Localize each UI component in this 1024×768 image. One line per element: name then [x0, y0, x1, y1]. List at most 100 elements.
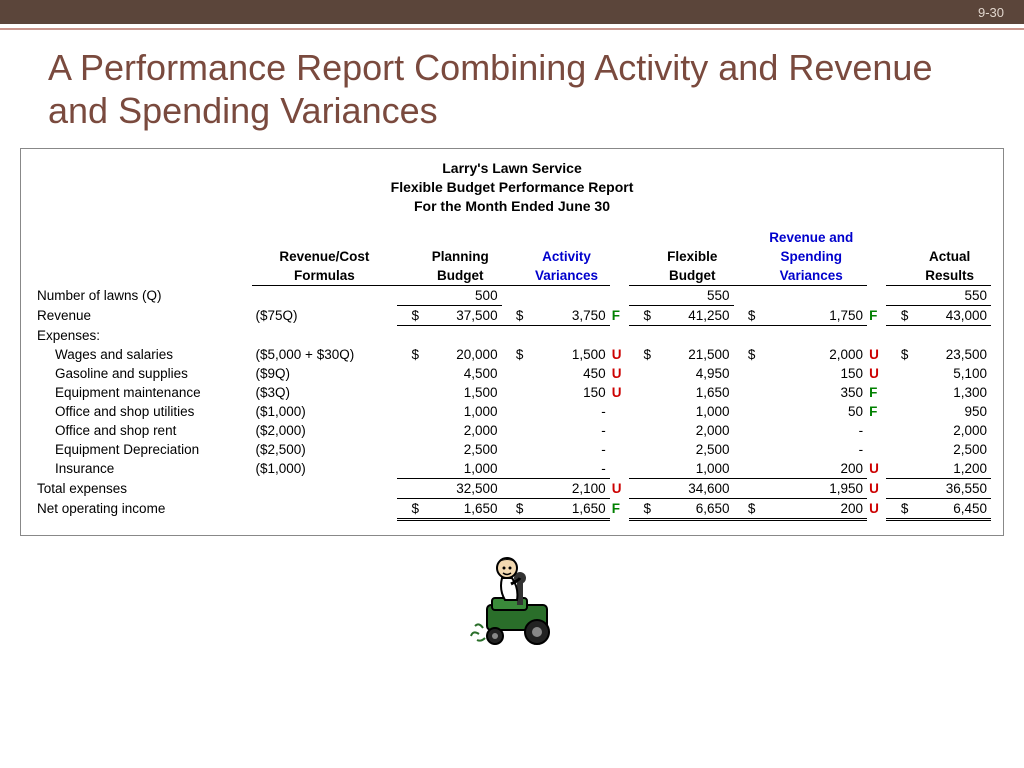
- row-net-operating-income: Net operating income $1,650 $1,650F $6,6…: [33, 498, 991, 519]
- cell: 200: [755, 498, 867, 519]
- cell: 41,250: [651, 306, 734, 326]
- cell: -: [523, 421, 609, 440]
- cell: U: [867, 498, 886, 519]
- cell: 4,500: [419, 364, 502, 383]
- cell: 2,000: [755, 345, 867, 364]
- cell: 5,100: [908, 364, 991, 383]
- cell: $: [886, 306, 908, 326]
- cell-label: Number of lawns (Q): [33, 286, 252, 306]
- cell: $: [734, 306, 756, 326]
- cell: ($75Q): [252, 306, 398, 326]
- cell: U: [867, 478, 886, 498]
- row-maint: Equipment maintenance ($3Q) 1,500 150U 1…: [33, 383, 991, 402]
- cell: -: [755, 440, 867, 459]
- performance-table: Revenue and Revenue/Cost Planning Activi…: [33, 228, 991, 521]
- cell: -: [523, 440, 609, 459]
- cell: 1,500: [523, 345, 609, 364]
- cell: 1,000: [419, 459, 502, 479]
- cell: F: [867, 383, 886, 402]
- cell-label: Office and shop rent: [33, 421, 252, 440]
- cell: 1,300: [908, 383, 991, 402]
- cell: ($5,000 + $30Q): [252, 345, 398, 364]
- cell: U: [867, 459, 886, 479]
- hdr-formula-1: Revenue/Cost: [252, 247, 398, 266]
- hdr-actual-1: Actual: [908, 247, 991, 266]
- cell: $: [734, 498, 756, 519]
- cell: $: [397, 498, 419, 519]
- cell: 1,650: [419, 498, 502, 519]
- row-lawns: Number of lawns (Q) 500 550 550: [33, 286, 991, 306]
- cell: 150: [523, 383, 609, 402]
- cell: 43,000: [908, 306, 991, 326]
- hdr-planning-1: Planning: [419, 247, 502, 266]
- cell: 2,000: [419, 421, 502, 440]
- cell: 50: [755, 402, 867, 421]
- report-title-1: Larry's Lawn Service: [33, 159, 991, 178]
- cell: $: [734, 345, 756, 364]
- cell-label: Total expenses: [33, 478, 252, 498]
- hdr-formula-2: Formulas: [252, 266, 398, 286]
- row-total-expenses: Total expenses 32,500 2,100U 34,600 1,95…: [33, 478, 991, 498]
- lawnmower-illustration: [0, 550, 1024, 650]
- cell: 6,650: [651, 498, 734, 519]
- hdr-activity-2: Variances: [523, 266, 609, 286]
- cell: 2,500: [651, 440, 734, 459]
- cell: 36,550: [908, 478, 991, 498]
- hdr-spending-2: Variances: [755, 266, 867, 286]
- cell: 1,000: [651, 402, 734, 421]
- cell: 350: [755, 383, 867, 402]
- cell-label: Gasoline and supplies: [33, 364, 252, 383]
- cell-label: Net operating income: [33, 498, 252, 519]
- cell: 23,500: [908, 345, 991, 364]
- cell: 1,650: [651, 383, 734, 402]
- cell: 3,750: [523, 306, 609, 326]
- cell: 32,500: [419, 478, 502, 498]
- cell: ($1,000): [252, 402, 398, 421]
- report-header: Larry's Lawn Service Flexible Budget Per…: [33, 159, 991, 216]
- report-container: Larry's Lawn Service Flexible Budget Per…: [20, 148, 1004, 535]
- cell: $: [397, 306, 419, 326]
- cell: F: [867, 306, 886, 326]
- table-header-row: Revenue and: [33, 228, 991, 247]
- cell: 20,000: [419, 345, 502, 364]
- cell: F: [867, 402, 886, 421]
- cell-label: Equipment maintenance: [33, 383, 252, 402]
- row-rent: Office and shop rent ($2,000) 2,000 - 2,…: [33, 421, 991, 440]
- slide-title: A Performance Report Combining Activity …: [48, 46, 976, 132]
- cell: $: [502, 345, 524, 364]
- cell: $: [629, 345, 651, 364]
- row-expenses-label: Expenses:: [33, 326, 991, 345]
- cell: -: [523, 459, 609, 479]
- cell: 950: [908, 402, 991, 421]
- cell: U: [610, 364, 629, 383]
- cell: ($9Q): [252, 364, 398, 383]
- cell: ($1,000): [252, 459, 398, 479]
- cell: $: [502, 498, 524, 519]
- cell: 2,500: [908, 440, 991, 459]
- cell: 1,000: [419, 402, 502, 421]
- cell: 1,000: [651, 459, 734, 479]
- hdr-planning-2: Budget: [419, 266, 502, 286]
- cell: 6,450: [908, 498, 991, 519]
- cell: 1,650: [523, 498, 609, 519]
- cell: 1,200: [908, 459, 991, 479]
- hdr-activity-1: Activity: [523, 247, 609, 266]
- cell-label: Insurance: [33, 459, 252, 479]
- hdr-actual-2: Results: [908, 266, 991, 286]
- row-revenue: Revenue ($75Q) $37,500 $3,750F $41,250 $…: [33, 306, 991, 326]
- cell: $: [886, 345, 908, 364]
- cell-label: Wages and salaries: [33, 345, 252, 364]
- cell: 1,750: [755, 306, 867, 326]
- cell: U: [867, 345, 886, 364]
- cell: 200: [755, 459, 867, 479]
- hdr-spending-0: Revenue and: [755, 228, 867, 247]
- cell: 2,100: [523, 478, 609, 498]
- cell: U: [610, 478, 629, 498]
- cell: 21,500: [651, 345, 734, 364]
- cell: 550: [651, 286, 734, 306]
- cell: 2,000: [908, 421, 991, 440]
- cell: 2,000: [651, 421, 734, 440]
- cell: $: [397, 345, 419, 364]
- hdr-flexible-2: Budget: [651, 266, 734, 286]
- slide-header-bar: 9-30: [0, 0, 1024, 24]
